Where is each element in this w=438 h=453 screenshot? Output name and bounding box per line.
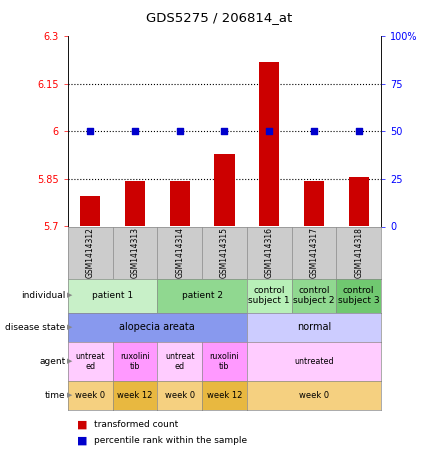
Text: GSM1414315: GSM1414315 bbox=[220, 227, 229, 278]
Text: GSM1414312: GSM1414312 bbox=[86, 227, 95, 278]
Text: disease state: disease state bbox=[5, 323, 66, 332]
Text: untreat
ed: untreat ed bbox=[165, 352, 194, 371]
Point bbox=[176, 128, 183, 135]
Text: ▶: ▶ bbox=[67, 358, 73, 364]
Text: GDS5275 / 206814_at: GDS5275 / 206814_at bbox=[146, 11, 292, 24]
Text: untreated: untreated bbox=[294, 357, 334, 366]
Text: GSM1414318: GSM1414318 bbox=[354, 227, 363, 278]
Text: patient 2: patient 2 bbox=[182, 291, 223, 300]
Text: ▶: ▶ bbox=[67, 293, 73, 299]
Point bbox=[355, 128, 362, 135]
Text: GSM1414313: GSM1414313 bbox=[131, 227, 139, 278]
Point bbox=[221, 128, 228, 135]
Text: untreat
ed: untreat ed bbox=[75, 352, 105, 371]
Bar bbox=[304, 180, 324, 226]
Point bbox=[131, 128, 138, 135]
Text: ruxolini
tib: ruxolini tib bbox=[210, 352, 239, 371]
Text: GSM1414316: GSM1414316 bbox=[265, 227, 274, 278]
Text: agent: agent bbox=[39, 357, 66, 366]
Text: transformed count: transformed count bbox=[94, 420, 178, 429]
Text: ■: ■ bbox=[77, 435, 87, 446]
Text: individual: individual bbox=[21, 291, 66, 300]
Bar bbox=[349, 177, 369, 226]
Text: week 12: week 12 bbox=[117, 391, 153, 400]
Bar bbox=[80, 196, 100, 226]
Text: week 0: week 0 bbox=[75, 391, 105, 400]
Text: GSM1414317: GSM1414317 bbox=[310, 227, 318, 278]
Text: ruxolini
tib: ruxolini tib bbox=[120, 352, 150, 371]
Text: time: time bbox=[45, 391, 66, 400]
Bar bbox=[215, 154, 234, 226]
Bar bbox=[125, 180, 145, 226]
Text: patient 1: patient 1 bbox=[92, 291, 133, 300]
Text: week 0: week 0 bbox=[299, 391, 329, 400]
Point bbox=[87, 128, 94, 135]
Bar bbox=[259, 62, 279, 226]
Text: week 0: week 0 bbox=[165, 391, 195, 400]
Point bbox=[266, 128, 273, 135]
Text: control
subject 3: control subject 3 bbox=[338, 286, 379, 305]
Text: percentile rank within the sample: percentile rank within the sample bbox=[94, 436, 247, 445]
Text: week 12: week 12 bbox=[207, 391, 242, 400]
Text: alopecia areata: alopecia areata bbox=[120, 322, 195, 333]
Text: control
subject 2: control subject 2 bbox=[293, 286, 335, 305]
Point bbox=[311, 128, 318, 135]
Bar bbox=[170, 180, 190, 226]
Text: ■: ■ bbox=[77, 419, 87, 429]
Text: control
subject 1: control subject 1 bbox=[248, 286, 290, 305]
Text: ▶: ▶ bbox=[67, 392, 73, 398]
Text: ▶: ▶ bbox=[67, 324, 73, 330]
Text: normal: normal bbox=[297, 322, 331, 333]
Text: GSM1414314: GSM1414314 bbox=[175, 227, 184, 278]
